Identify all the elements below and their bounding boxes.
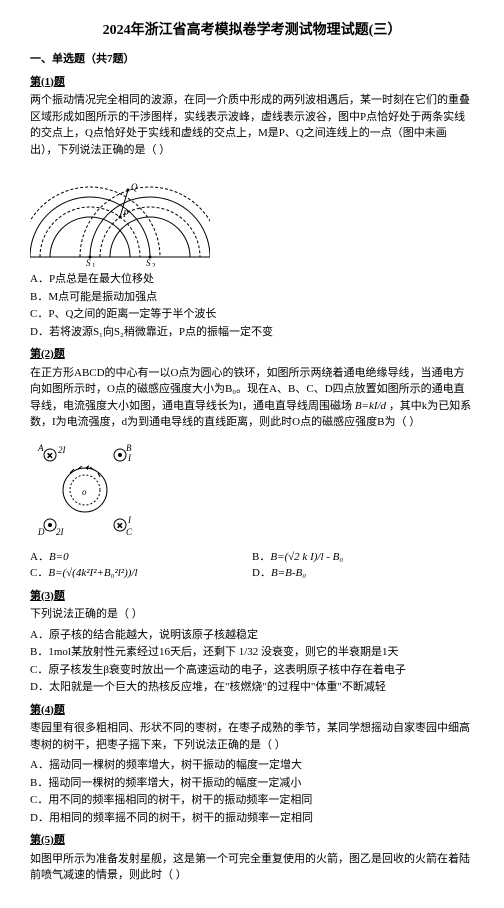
svg-text:C: C bbox=[126, 527, 133, 537]
section-heading: 一、单选题（共7题） bbox=[30, 51, 474, 68]
svg-text:S: S bbox=[86, 258, 91, 267]
q3-choice-d[interactable]: D．太阳就是一个巨大的热核反应堆，在"核燃烧"的过程中"体重"不断减轻 bbox=[30, 679, 474, 696]
svg-text:I: I bbox=[127, 453, 132, 463]
svg-text:Q: Q bbox=[131, 182, 138, 192]
svg-text:2I: 2I bbox=[56, 527, 65, 537]
q2-choice-b[interactable]: B．B=(√2 k I)/l - B₀ bbox=[252, 549, 474, 566]
q3-stem: 下列说法正确的是（ ） bbox=[30, 606, 474, 623]
svg-text:P: P bbox=[122, 209, 129, 219]
q4-number: 第(4)题 bbox=[30, 702, 474, 719]
q1-diagram: S1 S2 P Q bbox=[30, 162, 474, 267]
q4-choice-a[interactable]: A．摇动同一棵树的频率增大，树干振动的幅度一定增大 bbox=[30, 757, 474, 774]
svg-text:2I: 2I bbox=[58, 445, 67, 455]
q3-choice-b[interactable]: B．1mol某放射性元素经过16天后，还剩下 1/32 没衰变，则它的半衰期是1… bbox=[30, 644, 474, 661]
q4-choice-b[interactable]: B．摇动同一棵树的频率增大，树干振动的幅度一定减小 bbox=[30, 775, 474, 792]
q2-diagram: × × A B D C 2I I 2I I o bbox=[30, 435, 474, 545]
q4-stem: 枣园里有很多粗相同、形状不同的枣树，在枣子成熟的季节，某同学想摇动自家枣园中细高… bbox=[30, 720, 474, 753]
svg-text:S: S bbox=[146, 258, 151, 267]
q1-choice-c[interactable]: C．P、Q之间的距离一定等于半个波长 bbox=[30, 306, 474, 323]
q2-choice-a[interactable]: A．B=0 bbox=[30, 549, 252, 566]
q4-choice-c[interactable]: C．用不同的频率摇相同的树干，树干的振动频率一定相同 bbox=[30, 792, 474, 809]
q2-choices: A．B=0 B．B=(√2 k I)/l - B₀ C．B=(√(4k²I²+B… bbox=[30, 549, 474, 582]
q2-number: 第(2)题 bbox=[30, 346, 474, 363]
svg-text:D: D bbox=[37, 527, 45, 537]
q1-choice-d[interactable]: D．若将波源S₁向S₂稍微靠近，P点的振幅一定不变 bbox=[30, 324, 474, 341]
svg-text:1: 1 bbox=[92, 262, 96, 267]
q5-stem: 如图甲所示为准备发射星舰，这是第一个可完全重复使用的火箭，图乙是回收的火箭在着陆… bbox=[30, 851, 474, 884]
svg-text:o: o bbox=[82, 487, 87, 497]
q3-choices: A．原子核的结合能越大，说明该原子核越稳定 B．1mol某放射性元素经过16天后… bbox=[30, 627, 474, 696]
q1-choices: A．P点总是在最大位移处 B．M点可能是振动加强点 C．P、Q之间的距离一定等于… bbox=[30, 271, 474, 340]
svg-text:I: I bbox=[127, 515, 132, 525]
svg-text:×: × bbox=[117, 521, 123, 532]
q2-choice-d[interactable]: D．B=B-B₀ bbox=[252, 565, 474, 582]
q1-number: 第(1)题 bbox=[30, 74, 474, 91]
q2-stem: 在正方形ABCD的中心有一以O点为圆心的铁环，如图所示两绕着通电绝缘导线，当通电… bbox=[30, 365, 474, 431]
q2-choice-c[interactable]: C．B=(√(4k²I²+B₀²l²))/l bbox=[30, 565, 252, 582]
svg-text:2: 2 bbox=[152, 262, 156, 267]
q2-inline-formula: B=kI/d bbox=[355, 400, 386, 412]
q1-stem: 两个振动情况完全相同的波源，在同一介质中形成的两列波相遇后，某一时刻在它们的重叠… bbox=[30, 92, 474, 158]
q4-choices: A．摇动同一棵树的频率增大，树干振动的幅度一定增大 B．摇动同一棵树的频率增大，… bbox=[30, 757, 474, 826]
svg-text:×: × bbox=[47, 451, 53, 462]
svg-text:A: A bbox=[37, 443, 44, 453]
svg-text:B: B bbox=[126, 443, 132, 453]
q1-choice-a[interactable]: A．P点总是在最大位移处 bbox=[30, 271, 474, 288]
page-title: 2024年浙江省高考模拟卷学考测试物理试题(三） bbox=[30, 20, 474, 41]
q4-choice-d[interactable]: D．用相同的频率摇不同的树干，树干的振动频率一定相同 bbox=[30, 810, 474, 827]
q3-choice-a[interactable]: A．原子核的结合能越大，说明该原子核越稳定 bbox=[30, 627, 474, 644]
q3-number: 第(3)题 bbox=[30, 588, 474, 605]
q5-number: 第(5)题 bbox=[30, 832, 474, 849]
q3-choice-c[interactable]: C．原子核发生β衰变时放出一个高速运动的电子，这表明原子核中存在着电子 bbox=[30, 662, 474, 679]
q1-choice-b[interactable]: B．M点可能是振动加强点 bbox=[30, 289, 474, 306]
